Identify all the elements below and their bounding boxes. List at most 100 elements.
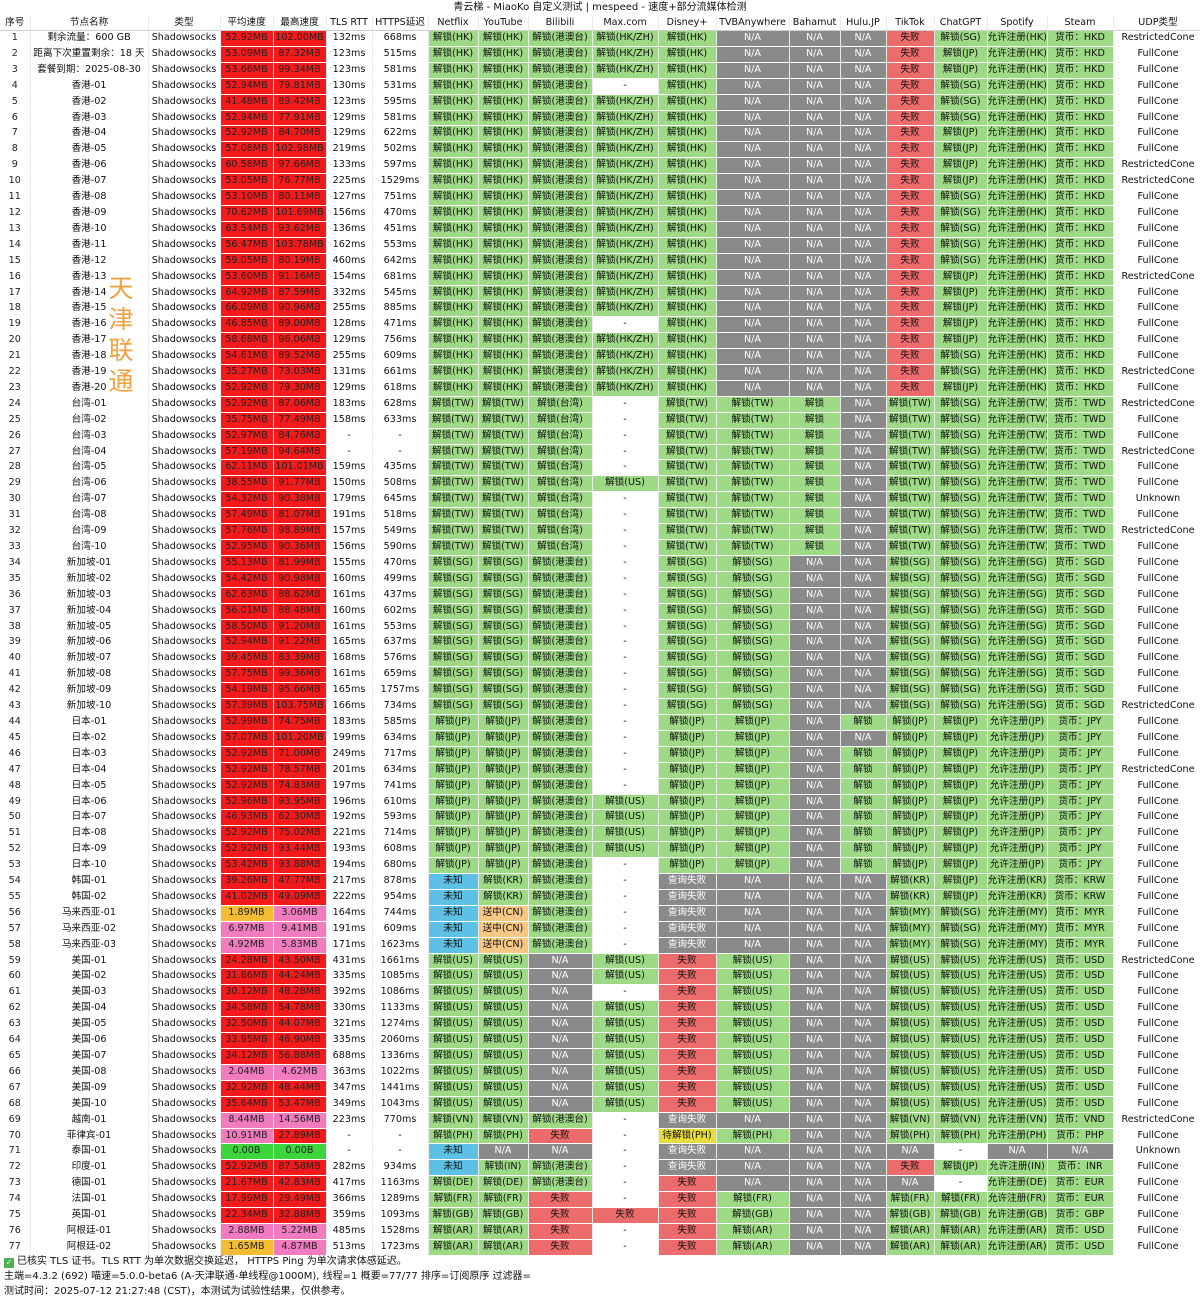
cell-avg-speed: 54.42MB: [220, 571, 274, 588]
cell-max-speed: 88.48MB: [273, 603, 327, 620]
cell-media-status: N/A: [840, 364, 887, 381]
cell-media-status: 解锁(港澳台): [528, 650, 593, 668]
cell-index: 39: [0, 634, 31, 652]
table-row: 4 香港-01 Shadowsocks 52.94MB 79.81MB 130ms 531m…: [0, 78, 1200, 95]
cell-media-status: 解锁(MY): [886, 937, 935, 954]
cell-media-status: 解锁(TW): [716, 444, 790, 461]
table-row: 49 日本-06 Shadowsocks 52.96MB 93.95MB 196ms 610…: [0, 794, 1200, 811]
cell-media-status: 解锁: [789, 523, 841, 540]
cell-media-status: 解锁(SG): [658, 619, 717, 636]
cell-avg-speed: 57.19MB: [220, 444, 274, 461]
cell-media-status: 解锁(HK): [658, 173, 717, 191]
cell-media-status: 解锁(SG): [886, 650, 935, 668]
cell-media-status: 未知: [428, 889, 479, 906]
cell-index: 71: [0, 1143, 31, 1161]
cell-media-status: 允许注册(SG): [987, 682, 1048, 700]
cell-media-status: 允许注册(SG): [987, 571, 1048, 588]
cell-type: Shadowsocks: [148, 269, 221, 286]
cell-media-status: N/A: [789, 30, 841, 47]
cell-media-status: 解锁(SG): [886, 571, 935, 588]
cell-media-status: 解锁(US): [886, 1096, 935, 1113]
cell-udp-type: RestrictedCone: [1113, 173, 1200, 191]
cell-media-status: N/A: [789, 714, 841, 731]
cell-media-status: N/A: [840, 1128, 887, 1145]
cell-udp-type: FullCone: [1113, 141, 1200, 159]
cell-avg-speed: 4.92MB: [220, 937, 274, 954]
cell-media-status: 解锁(PH): [934, 1128, 988, 1145]
table-row: 71 泰国-01 Shadowsocks 0.00B 0.00B - - 未知 N/A N/A - 查…: [0, 1143, 1200, 1161]
cell-media-status: 解锁(JP): [886, 857, 935, 875]
cell-media-status: 解锁(JP): [934, 157, 988, 175]
cell-media-status: 解锁(SG): [934, 348, 988, 366]
cell-media-status: 货币：USD: [1047, 1000, 1114, 1018]
cell-media-status: 解锁(TW): [886, 412, 935, 429]
cell-node-name: 日本-01: [30, 714, 149, 731]
cell-https-latency: -: [372, 1143, 429, 1161]
cell-media-status: -: [592, 444, 659, 461]
cell-media-status: -: [592, 634, 659, 652]
cell-tls-rtt: 199ms: [326, 730, 373, 747]
cell-type: Shadowsocks: [148, 682, 221, 700]
cell-media-status: N/A: [789, 905, 841, 922]
cell-media-status: 失败: [528, 1128, 593, 1145]
cell-media-status: 解锁(SG): [658, 666, 717, 684]
cell-tls-rtt: 335ms: [326, 1032, 373, 1049]
cell-media-status: 解锁(JP): [934, 269, 988, 286]
cell-media-status: 待解锁(PH): [658, 1128, 717, 1145]
cell-media-status: 解锁(SG): [934, 110, 988, 127]
cell-media-status: 解锁(JP): [934, 316, 988, 334]
cell-media-status: 解锁(HK): [428, 189, 479, 206]
table-row: 51 日本-08 Shadowsocks 52.92MB 75.02MB 221ms 714…: [0, 825, 1200, 843]
cell-type: Shadowsocks: [148, 125, 221, 143]
cell-media-status: N/A: [716, 78, 790, 95]
cell-media-status: 失败: [886, 141, 935, 159]
cell-index: 69: [0, 1112, 31, 1129]
cell-udp-type: FullCone: [1113, 46, 1200, 63]
cell-media-status: 解锁(HK/ZH): [592, 380, 659, 397]
cell-max-speed: 89.42MB: [273, 94, 327, 111]
cell-media-status: 解锁(港澳台): [528, 30, 593, 47]
cell-media-status: 解锁(US): [934, 1032, 988, 1049]
cell-media-status: -: [592, 746, 659, 763]
cell-media-status: 解锁(TW): [428, 396, 479, 413]
cell-avg-speed: 52.94MB: [220, 110, 274, 127]
cell-media-status: 解锁(JP): [934, 746, 988, 763]
cell-type: Shadowsocks: [148, 1239, 221, 1256]
cell-type: Shadowsocks: [148, 1064, 221, 1081]
cell-media-status: 解锁(SG): [716, 634, 790, 652]
cell-media-status: 解锁(HK): [428, 253, 479, 270]
cell-index: 19: [0, 316, 31, 334]
cell-media-status: -: [592, 428, 659, 445]
cell-type: Shadowsocks: [148, 157, 221, 175]
cell-node-name: 美国-05: [30, 1016, 149, 1034]
cell-media-status: 货币：HKD: [1047, 348, 1114, 366]
cell-media-status: 失败: [886, 332, 935, 350]
cell-type: Shadowsocks: [148, 794, 221, 811]
cell-media-status: 解锁: [789, 428, 841, 445]
cell-https-latency: 634ms: [372, 730, 429, 747]
cell-avg-speed: 52.96MB: [220, 794, 274, 811]
cell-media-status: 送中(CN): [478, 937, 529, 954]
cell-udp-type: FullCone: [1113, 555, 1200, 572]
cell-media-status: 解锁(台湾): [528, 475, 593, 493]
cell-media-status: 解锁(港澳台): [528, 889, 593, 906]
cell-media-status: N/A: [789, 332, 841, 350]
cell-https-latency: 502ms: [372, 141, 429, 159]
cell-media-status: 允许注册(SG): [987, 634, 1048, 652]
cell-media-status: N/A: [789, 937, 841, 954]
cell-media-status: 解锁(JP): [934, 285, 988, 302]
cell-avg-speed: 39.26MB: [220, 873, 274, 890]
cell-avg-speed: 54.61MB: [220, 348, 274, 366]
cell-media-status: N/A: [789, 857, 841, 875]
cell-node-name: 香港-02: [30, 94, 149, 111]
table-row: 1 剩余流量：600 GB Shadowsocks 52.92MB 102.00MB 13…: [0, 30, 1200, 47]
cell-media-status: 允许注册(TW): [987, 396, 1048, 413]
cell-max-speed: 75.02MB: [273, 825, 327, 843]
cell-avg-speed: 52.92MB: [220, 380, 274, 397]
cell-media-status: 解锁(HK/ZH): [592, 364, 659, 381]
table-row: 75 英国-01 Shadowsocks 22.34MB 32.88MB 359ms 109…: [0, 1207, 1200, 1224]
cell-https-latency: 1757ms: [372, 682, 429, 700]
cell-index: 73: [0, 1175, 31, 1193]
cell-media-status: -: [592, 316, 659, 334]
cell-media-status: N/A: [840, 682, 887, 700]
